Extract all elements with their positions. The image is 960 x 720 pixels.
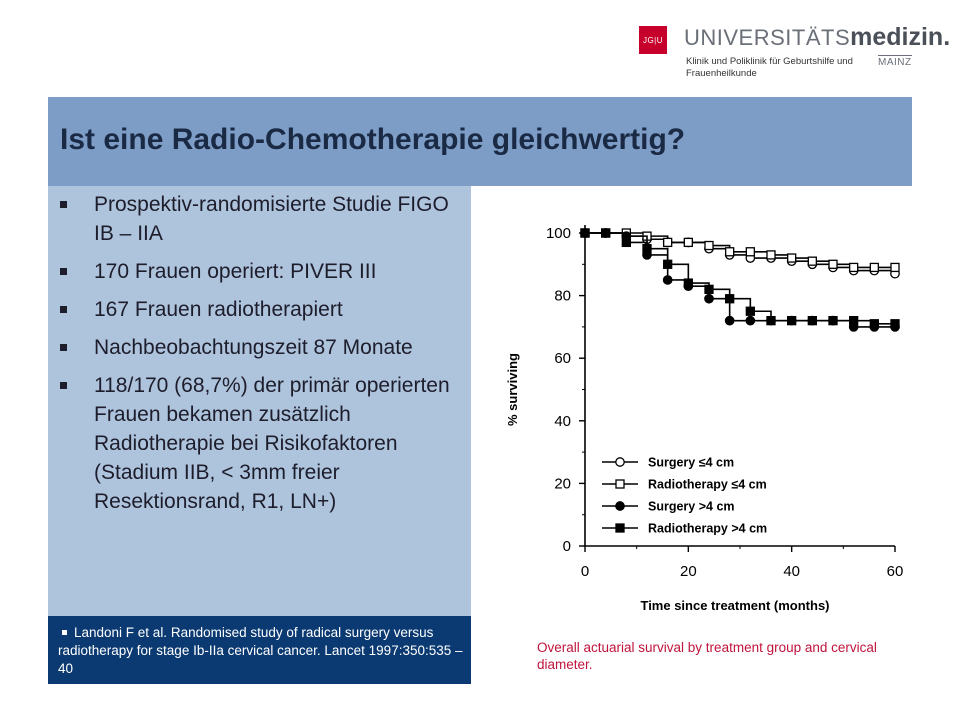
logo-title-bold: medizin. — [850, 23, 951, 51]
series-4-point — [849, 315, 859, 326]
series-2-point — [787, 253, 797, 263]
series-2-point — [683, 237, 693, 248]
series-3-point — [662, 275, 673, 285]
chart-caption: Overall actuarial survival by treatment … — [537, 640, 877, 672]
y-tick-label: 60 — [554, 350, 571, 367]
legend-marker — [615, 523, 625, 533]
series-2-point — [704, 240, 714, 251]
series-4-point — [580, 228, 590, 238]
series-2-point — [807, 256, 817, 266]
bullet-panel: Prospektiv-randomisierte Studie FIGO IB … — [48, 186, 471, 616]
slide-title: Ist eine Radio-Chemotherapie gleichwerti… — [60, 123, 686, 156]
series-2-point — [663, 237, 673, 248]
series-2-point — [890, 262, 900, 273]
series-4-point — [663, 259, 673, 269]
y-tick-label: 20 — [554, 475, 571, 492]
y-tick-label: 0 — [563, 538, 571, 555]
series-3-point — [724, 315, 735, 326]
bullet-item: 167 Frauen radiotherapiert — [48, 295, 468, 324]
series-line-2 — [585, 232, 895, 269]
legend-marker — [615, 479, 625, 489]
x-tick-label: 0 — [581, 563, 589, 580]
legend-marker — [615, 457, 625, 467]
series-4-point — [683, 278, 693, 288]
x-tick-label: 40 — [783, 563, 800, 580]
bullet-item: 170 Frauen operiert: PIVER III — [48, 257, 468, 286]
series-4-point — [828, 315, 838, 326]
university-logo-title: UNIVERSITÄTSmedizin. — [684, 23, 950, 52]
series-4-point — [890, 319, 900, 329]
legend-label: Surgery ≤4 cm — [648, 456, 734, 470]
series-line-3 — [585, 232, 895, 328]
x-tick-label: 60 — [887, 563, 904, 580]
series-2-point — [766, 250, 776, 260]
series-4-point — [787, 315, 797, 326]
series-2-point — [745, 247, 755, 257]
y-tick-label: 80 — [554, 288, 571, 305]
series-line-4 — [585, 232, 895, 325]
series-2-point — [849, 262, 859, 273]
series-line-1 — [585, 232, 896, 274]
series-4-point — [766, 315, 776, 326]
logo-city: MAINZ — [878, 55, 912, 68]
series-4-point — [869, 319, 879, 329]
legend-label: Surgery >4 cm — [648, 500, 735, 514]
series-2-point — [869, 262, 879, 273]
y-tick-label: 100 — [546, 225, 571, 242]
series-3-point — [704, 293, 714, 304]
series-4-point — [704, 284, 714, 294]
bullet-item: Nachbeobachtungszeit 87 Monate — [48, 333, 468, 362]
reference-box: Landoni F et al. Randomised study of rad… — [48, 616, 471, 684]
logo-title-light: UNIVERSITÄTS — [684, 25, 851, 50]
series-4-point — [807, 315, 817, 326]
y-tick-label: 40 — [554, 413, 571, 430]
legend-label: Radiotherapy >4 cm — [648, 522, 767, 536]
reference-bullet-icon — [62, 629, 67, 635]
series-2-point — [725, 247, 735, 257]
title-bar: Ist eine Radio-Chemotherapie gleichwerti… — [48, 97, 912, 186]
university-logo-mark: JG|U — [639, 26, 667, 54]
series-4-point — [601, 228, 611, 238]
bullet-item: Prospektiv-randomisierte Studie FIGO IB … — [48, 190, 468, 248]
reference-text: Landoni F et al. Randomised study of rad… — [58, 625, 463, 676]
series-2-point — [828, 259, 838, 269]
bullet-list: Prospektiv-randomisierte Studie FIGO IB … — [48, 190, 468, 525]
clinic-name: Klinik und Poliklinik für Geburtshilfe u… — [686, 56, 853, 79]
x-axis-label: Time since treatment (months) — [640, 598, 829, 613]
series-4-point — [745, 306, 755, 316]
series-4-point — [621, 237, 631, 248]
legend-marker — [615, 501, 625, 511]
y-axis-label: % surviving — [505, 353, 520, 426]
series-4-point — [642, 244, 652, 254]
legend-label: Radiotherapy ≤4 cm — [648, 478, 767, 492]
survival-chart: 0 20 40 60 80 100 0 20 40 60 Time since treatment … — [505, 225, 904, 613]
series-4-point — [725, 294, 735, 304]
x-tick-label: 20 — [680, 563, 697, 580]
series-3-point — [745, 315, 756, 326]
bullet-item: 118/170 (68,7%) der primär operierten Fr… — [48, 371, 468, 516]
